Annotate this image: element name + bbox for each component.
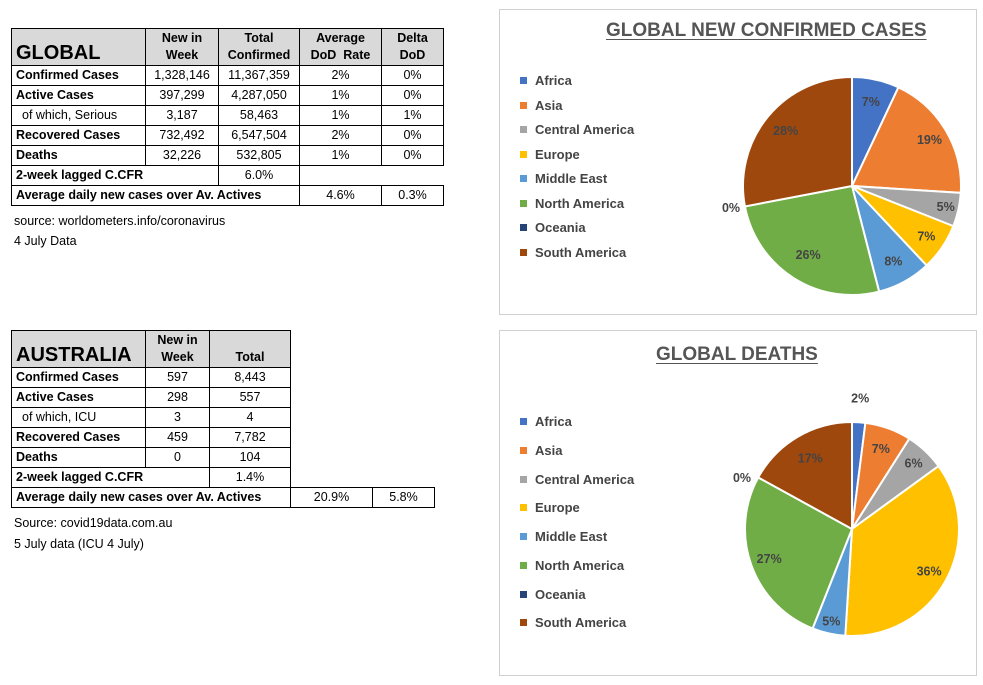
col-total-confirmed: Total Confirmed xyxy=(218,28,300,66)
legend-item: Middle East xyxy=(520,529,607,544)
table-row: Deaths 0 104 xyxy=(11,447,435,468)
cfr-row: 2-week lagged C.CFR 1.4% xyxy=(11,467,435,488)
legend-swatch xyxy=(520,533,527,541)
legend-item: Oceania xyxy=(520,587,586,602)
cfr-row: 2-week lagged C.CFR 6.0% xyxy=(11,165,444,186)
table-row: Confirmed Cases 597 8,443 xyxy=(11,367,435,388)
legend-item: Europe xyxy=(520,147,580,162)
col-new-in-week: New in Week xyxy=(145,28,219,66)
chart-title: GLOBAL DEATHS xyxy=(656,344,818,365)
legend-item: Middle East xyxy=(520,171,607,186)
legend-item: Asia xyxy=(520,443,562,458)
legend-swatch xyxy=(520,562,527,570)
legend-swatch xyxy=(520,200,527,208)
legend-item: South America xyxy=(520,245,626,260)
legend-swatch xyxy=(520,447,527,455)
legend-item: North America xyxy=(520,558,624,573)
legend-swatch xyxy=(520,619,527,627)
table-row: Confirmed Cases 1,328,146 11,367,359 2% … xyxy=(11,65,444,86)
legend-swatch xyxy=(520,126,527,134)
legend-swatch xyxy=(520,249,527,257)
col-average-dod-rate: Average DoD Rate xyxy=(299,28,382,66)
legend-swatch xyxy=(520,175,527,183)
legend-swatch xyxy=(520,418,527,426)
table-row: Active Cases 298 557 xyxy=(11,387,435,408)
col-new-in-week: New in Week xyxy=(145,330,210,368)
legend-swatch xyxy=(520,591,527,599)
chart-panel-deaths: GLOBAL DEATHS Africa Asia Central Americ… xyxy=(499,330,977,676)
legend-swatch xyxy=(520,77,527,85)
australia-date: 5 July data (ICU 4 July) xyxy=(14,537,144,551)
australia-table: AUSTRALIA New in Week Total Confirmed Cas… xyxy=(11,330,435,508)
col-total: Total xyxy=(209,330,291,368)
legend-item: Asia xyxy=(520,98,562,113)
chart-panel-new-cases: GLOBAL NEW CONFIRMED CASES Africa Asia C… xyxy=(499,9,977,315)
legend-item: Central America xyxy=(520,472,634,487)
table-row: Recovered Cases 459 7,782 xyxy=(11,427,435,448)
table-row: Deaths 32,226 532,805 1% 0% xyxy=(11,145,444,166)
australia-source: Source: covid19data.com.au xyxy=(14,516,173,530)
global-source: source: worldometers.info/coronavirus xyxy=(14,214,226,228)
legend-swatch xyxy=(520,102,527,110)
legend-item: North America xyxy=(520,196,624,211)
table-row: of which, Serious 3,187 58,463 1% 1% xyxy=(11,105,444,126)
australia-table-title: AUSTRALIA xyxy=(11,330,146,368)
global-table: GLOBAL New in Week Total Confirmed Average… xyxy=(11,28,444,206)
global-date: 4 July Data xyxy=(14,234,77,248)
avg-row: Average daily new cases over Av. Actives… xyxy=(11,185,444,206)
legend-swatch xyxy=(520,151,527,159)
legend-item: Africa xyxy=(520,414,572,429)
global-table-title: GLOBAL xyxy=(11,28,146,66)
legend-item: Europe xyxy=(520,500,580,515)
table-row: Recovered Cases 732,492 6,547,504 2% 0% xyxy=(11,125,444,146)
legend-item: Africa xyxy=(520,73,572,88)
legend-swatch xyxy=(520,224,527,232)
table-row: Active Cases 397,299 4,287,050 1% 0% xyxy=(11,85,444,106)
chart-title: GLOBAL NEW CONFIRMED CASES xyxy=(606,20,927,41)
table-row: of which, ICU 3 4 xyxy=(11,407,435,428)
legend-swatch xyxy=(520,504,527,512)
legend-item: Oceania xyxy=(520,220,586,235)
legend-item: South America xyxy=(520,615,626,630)
col-delta-dod: Delta DoD xyxy=(381,28,444,66)
legend-swatch xyxy=(520,476,527,484)
legend-item: Central America xyxy=(520,122,634,137)
avg-row: Average daily new cases over Av. Actives… xyxy=(11,487,435,508)
